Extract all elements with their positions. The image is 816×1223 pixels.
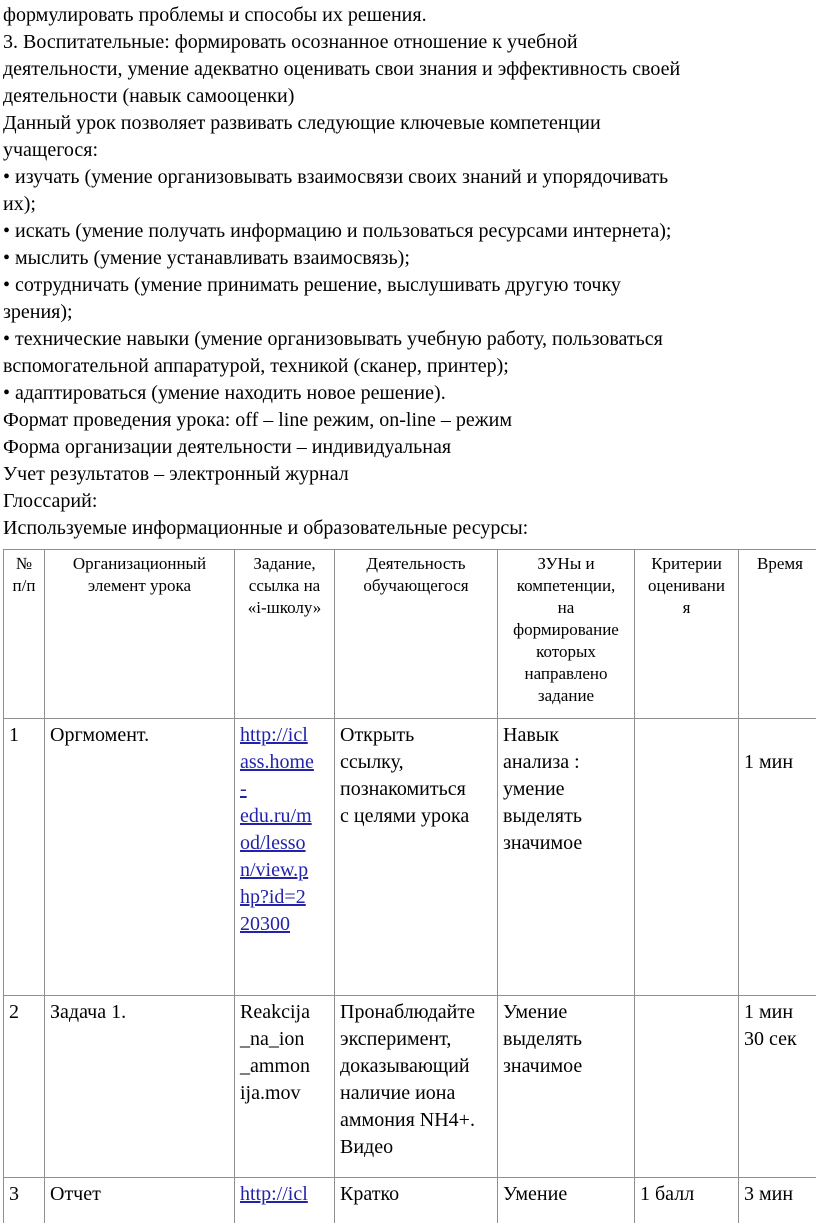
cell-criteria xyxy=(634,995,739,1178)
cell-criteria xyxy=(634,718,739,996)
paragraph: Учет результатов – электронный журнал xyxy=(3,463,349,485)
paragraph: • сотрудничать (умение принимать решение… xyxy=(3,274,621,323)
cell-time: 1 мин xyxy=(738,718,816,996)
paragraph: Глоссарий: xyxy=(3,490,98,512)
cell-task: Reakcija _na_ion _ammon ija.mov xyxy=(234,995,335,1178)
table-header: № п/п Организационный элемент урока Зада… xyxy=(3,549,816,719)
paragraph: формулировать проблемы и способы их реше… xyxy=(3,4,427,26)
cell-num: 2 xyxy=(3,995,45,1178)
paragraph: • технические навыки (умение организовыв… xyxy=(3,328,663,377)
cell-time: 3 мин xyxy=(738,1177,816,1223)
cell-criteria: 1 балл xyxy=(634,1177,739,1223)
table-row: 2 Задача 1. Reakcija _na_ion _ammon ija.mo… xyxy=(3,995,816,1178)
cell-activity: Открыть ссылку, познакомиться с целями у… xyxy=(334,718,498,996)
paragraph: 3. Воспитательные: формировать осознанно… xyxy=(3,31,681,107)
cell-element: Отчет xyxy=(44,1177,235,1223)
col-header-zuny: ЗУНы и компетенции, на формирование кото… xyxy=(497,549,635,719)
paragraph: • искать (умение получать информацию и п… xyxy=(3,220,672,242)
lesson-plan-table: № п/п Организационный элемент урока Зада… xyxy=(3,549,816,1223)
paragraph: Форма организации деятельности – индивид… xyxy=(3,436,452,458)
col-header-criteria: Критерии оценивания xyxy=(634,549,739,719)
cell-task: http://icl ass.home - edu.ru/m od/lesso … xyxy=(234,718,335,996)
cell-element: Задача 1. xyxy=(44,995,235,1178)
table-body: 1 Оргмомент. http://icl ass.home - edu.ru/… xyxy=(3,718,816,1223)
cell-zuny: Умение выделять значимое xyxy=(497,995,635,1178)
table-row: 3 Отчет http://icl Кратко Умение 1 балл 3 мин xyxy=(3,1177,816,1223)
paragraph: • мыслить (умение устанавливать взаимосв… xyxy=(3,247,410,269)
cell-activity: Кратко xyxy=(334,1177,498,1223)
col-header-num: № п/п xyxy=(3,549,45,719)
cell-num: 3 xyxy=(3,1177,45,1223)
cell-num: 1 xyxy=(3,718,45,996)
lesson-description: формулировать проблемы и способы их реше… xyxy=(3,2,812,542)
cell-activity: Пронаблюдайте эксперимент, доказывающий … xyxy=(334,995,498,1178)
header-row: № п/п Организационный элемент урока Зада… xyxy=(3,549,816,719)
cell-zuny: Умение xyxy=(497,1177,635,1223)
cell-zuny: Навык анализа : умение выделять значимое xyxy=(497,718,635,996)
paragraph: • изучать (умение организовывать взаимос… xyxy=(3,166,669,215)
col-header-element: Организационный элемент урока xyxy=(44,549,235,719)
paragraph: Формат проведения урока: off – line режи… xyxy=(3,409,512,431)
col-header-activity: Деятельность обучающегося xyxy=(334,549,498,719)
paragraph: • адаптироваться (умение находить новое … xyxy=(3,382,446,404)
col-header-time: Время xyxy=(738,549,816,719)
table-row: 1 Оргмомент. http://icl ass.home - edu.ru/… xyxy=(3,718,816,996)
col-header-task: Задание, ссылка на «i-школу» xyxy=(234,549,335,719)
cell-task: http://icl xyxy=(234,1177,335,1223)
paragraph: Используемые информационные и образовате… xyxy=(3,517,529,539)
paragraph: Данный урок позволяет развивать следующи… xyxy=(3,112,601,161)
task-link[interactable]: http://icl ass.home - edu.ru/m od/lesso … xyxy=(240,724,314,935)
cell-element: Оргмомент. xyxy=(44,718,235,996)
cell-time: 1 мин 30 сек xyxy=(738,995,816,1178)
task-link[interactable]: http://icl xyxy=(240,1183,308,1205)
